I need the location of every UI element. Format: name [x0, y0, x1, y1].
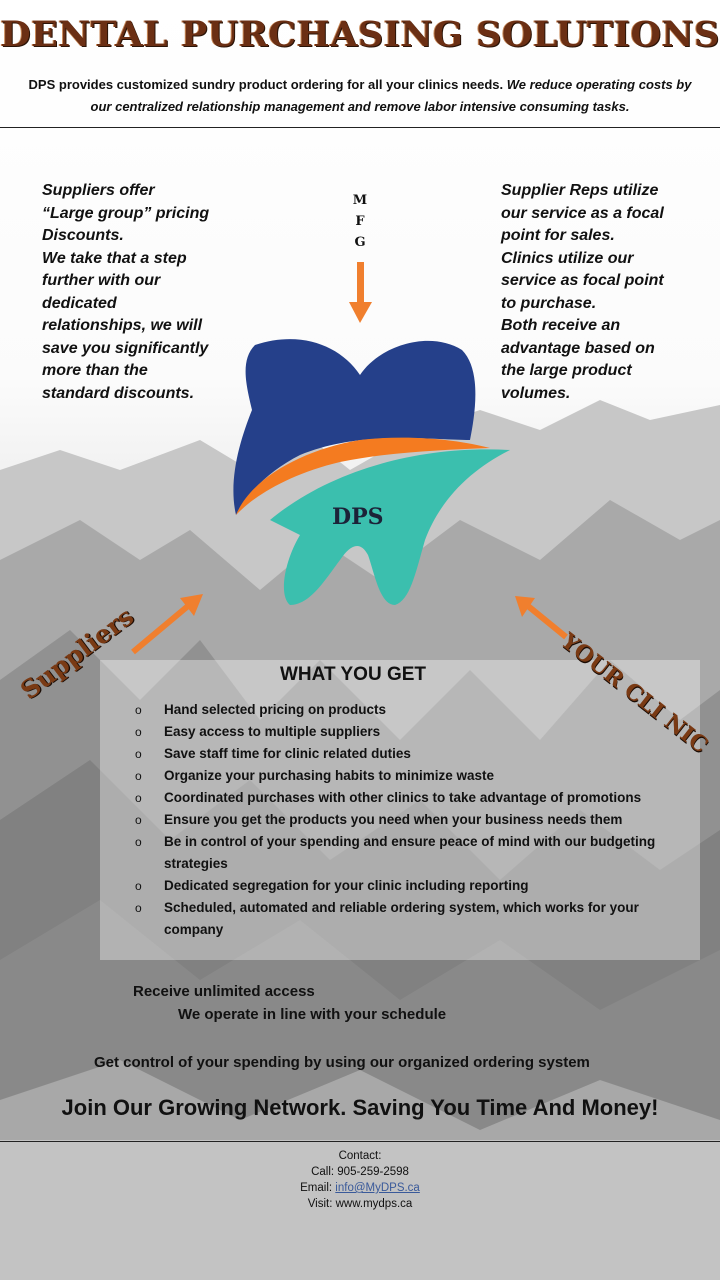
list-item: Hand selected pricing on products	[135, 699, 695, 721]
page-title: DENTAL PURCHASING SOLUTIONS	[0, 14, 720, 55]
list-item: Dedicated segregation for your clinic in…	[135, 875, 695, 897]
email-link[interactable]: info@MyDPS.ca	[335, 1182, 420, 1194]
contact-email-row: Email: info@MyDPS.ca	[300, 1182, 420, 1194]
control-spending-text: Get control of your spending by using ou…	[94, 1054, 590, 1071]
contact-heading: Contact:	[338, 1150, 382, 1162]
list-item: Save staff time for clinic related dutie…	[135, 743, 695, 765]
intro-italic: We reduce operating costs by our central…	[90, 77, 692, 114]
list-item: Coordinated purchases with other clinics…	[135, 787, 695, 809]
contact-website[interactable]: Visit: www.mydps.ca	[307, 1198, 413, 1210]
join-network-tagline: Join Our Growing Network. Saving You Tim…	[61, 1095, 659, 1120]
schedule-text: We operate in line with your schedule	[178, 1006, 447, 1023]
contact-phone: Call: 905-259-2598	[311, 1166, 409, 1178]
list-item: Ensure you get the products you need whe…	[135, 809, 695, 831]
intro-text: DPS provides customized sundry product o…	[20, 74, 700, 118]
supplier-pricing-text: Suppliers offer “Large group” pricing Disc…	[42, 182, 210, 402]
benefits-list: Hand selected pricing on products Easy a…	[135, 699, 695, 941]
list-item: Be in control of your spending and ensur…	[135, 831, 695, 875]
logo-text: DPS	[332, 504, 384, 530]
benefits-heading: WHAT YOU GET	[280, 664, 427, 685]
contact-block: Contact: Call: 905-259-2598 Email: info@…	[260, 1148, 460, 1212]
footer-divider	[0, 1141, 720, 1142]
unlimited-access-text: Receive unlimited access	[133, 983, 315, 1000]
list-item: Easy access to multiple suppliers	[135, 721, 695, 743]
mfg-label: M F G	[352, 193, 368, 250]
intro-plain: DPS provides customized sundry product o…	[28, 77, 504, 92]
list-item: Scheduled, automated and reliable orderi…	[135, 897, 695, 941]
header-divider	[0, 127, 720, 128]
supplier-reps-text: Supplier Reps utilize our service as a fo…	[501, 182, 664, 402]
list-item: Organize your purchasing habits to minim…	[135, 765, 695, 787]
